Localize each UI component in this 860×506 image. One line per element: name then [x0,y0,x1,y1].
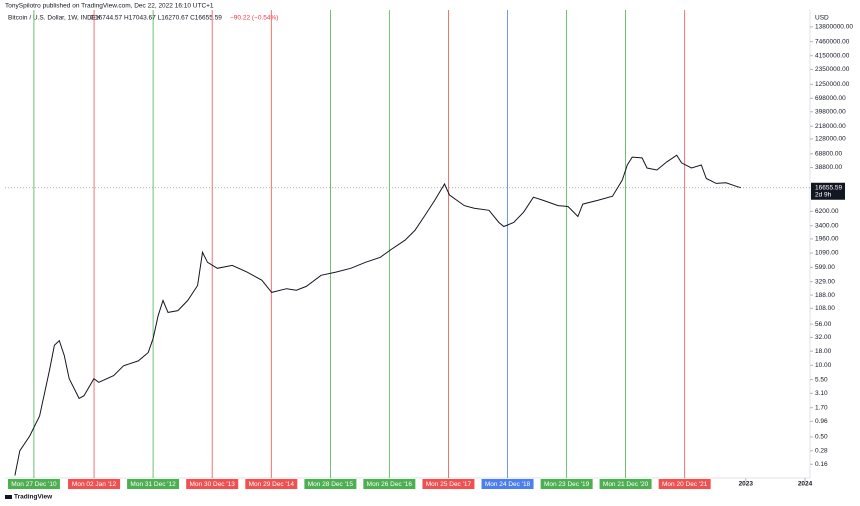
marker-label-box [658,479,711,489]
marker-label: Mon 21 Dec '20 [603,481,649,488]
y-tick-label: 13800000.00 [815,24,853,31]
marker-label-box [481,479,534,489]
y-tick-label: 32.00 [815,334,832,341]
y-tick-label: 108.00 [815,305,835,312]
marker-label-box [7,479,60,489]
marker-label: Mon 27 Dec '10 [11,481,57,488]
marker-label: Mon 02 Jan '12 [72,481,117,488]
marker-label-box [186,479,239,489]
ohlc: O16744.57 H17043.67 L16270.67 C16655.59 [90,15,222,22]
y-tick-label: 5.50 [815,376,828,383]
y-tick-label: 188.00 [815,292,835,299]
y-tick-label: 10.00 [815,362,832,369]
y-tick-label: 7460000.00 [815,38,850,45]
y-tick-label: 56.00 [815,321,832,328]
y-tick-label: 1090.00 [815,250,839,257]
y-tick-label: 698000.00 [815,95,846,102]
marker-label: Mon 30 Dec '13 [190,481,236,488]
change: −90.22 (−0.54%) [230,15,278,22]
y-tick-label: 1250000.00 [815,81,850,88]
last-price-box [811,182,845,200]
marker-label: Mon 26 Dec '16 [367,481,413,488]
y-tick-label: 0.96 [815,418,828,425]
marker-label-box [422,479,475,489]
y-tick-label: 38800.00 [815,164,842,171]
y-tick-label: 4150000.00 [815,52,850,59]
marker-label-box [304,479,357,489]
marker-label-box [363,479,416,489]
y-tick-label: 1960.00 [815,236,839,243]
y-tick-label: 218000.00 [815,123,846,130]
marker-label-box [245,479,298,489]
chart-title: Bitcoin / U.S. Dollar, 1W, INDEX [8,15,101,22]
y-tick-label: 18.00 [815,348,832,355]
marker-label: Mon 25 Dec '17 [426,481,472,488]
y-tick-label: 0.16 [815,461,828,468]
author-line: TonySpilotro published on TradingView.co… [5,3,214,10]
y-tick-label: 0.50 [815,434,828,441]
y-tick-label: 3.10 [815,390,828,397]
y-tick-label: 329.00 [815,278,835,285]
countdown: 2d 9h [815,191,832,198]
marker-label: Mon 31 Dec '12 [130,481,176,488]
marker-label-box [599,479,652,489]
y-tick-label: 6200.00 [815,208,839,215]
footer-brand: TradingView [14,494,53,501]
y-tick-label: 1.70 [815,404,828,411]
price-line [14,154,742,476]
y-tick-label: 68800.00 [815,151,842,158]
y-tick-label: 2350000.00 [815,66,850,73]
marker-label: Mon 28 Dec '15 [308,481,354,488]
marker-label: Mon 24 Dec '18 [485,481,531,488]
y-tick-label: 599.00 [815,264,835,271]
logo: TradingView [5,494,53,501]
y-tick-label: 128000.00 [815,136,846,143]
logo-mark [5,495,12,499]
marker-label: Mon 20 Dec '21 [662,481,708,488]
marker-label: Mon 23 Dec '19 [544,481,590,488]
last-price-label: 16655.59 [815,184,842,191]
y-tick-label: 398000.00 [815,109,846,116]
x-tick-label: 2024 [798,481,813,488]
y-tick-label: 3400.00 [815,222,839,229]
x-tick-label: 2023 [739,481,754,488]
marker-label-box [540,479,593,489]
marker-label: Mon 29 Dec '14 [249,481,295,488]
y-tick-label: 0.28 [815,448,828,455]
marker-label-box [68,479,121,489]
marker-label-box [127,479,180,489]
y-unit: USD [815,15,829,22]
